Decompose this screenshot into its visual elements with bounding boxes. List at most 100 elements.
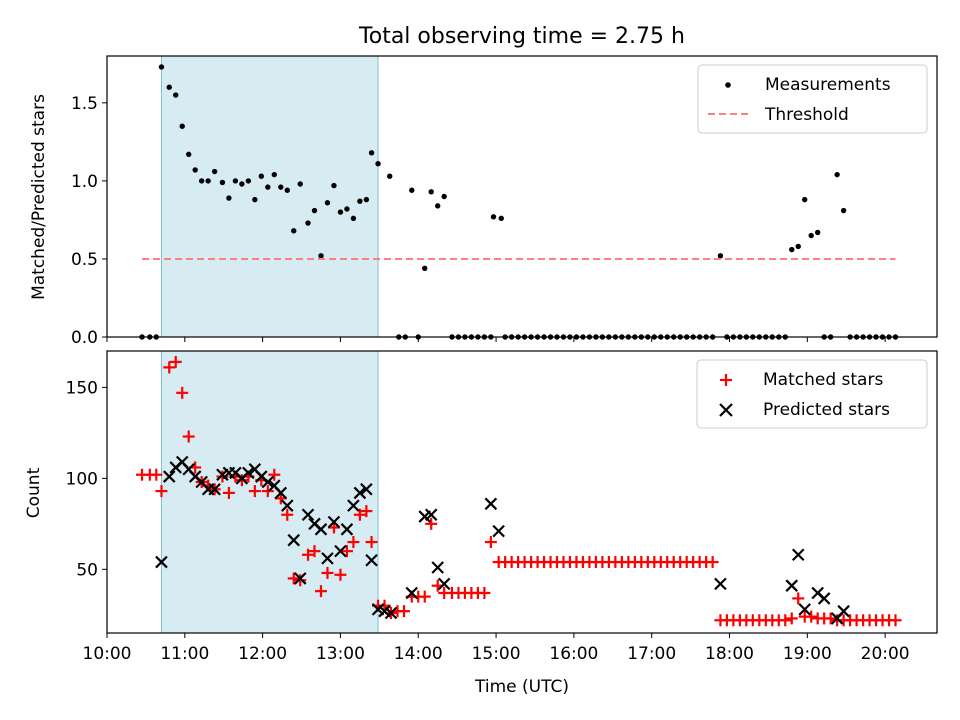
bot-predicted-stars-point <box>360 482 373 496</box>
bot-predicted-stars-point-b <box>785 579 799 592</box>
top-measurements-point <box>305 220 311 226</box>
top-measurements-point <box>179 123 185 129</box>
bot-predicted-stars-point-b <box>371 603 385 616</box>
bot-predicted-stars-point <box>365 553 378 567</box>
bot-predicted-stars-point-b <box>242 466 255 480</box>
bot-predicted-stars-point <box>437 577 451 591</box>
bot-predicted-stars-point-b <box>188 470 202 483</box>
bot-x-tick-label: 10:00 <box>83 644 132 664</box>
top-measurements-point <box>245 178 252 184</box>
top-measurements-point <box>350 215 357 222</box>
bot-predicted-stars-point-b <box>817 592 831 605</box>
bot-predicted-stars-point <box>384 606 398 620</box>
top-measurements-point <box>198 178 205 184</box>
top-axes: 0.0 0.5 1.0 1.5 <box>71 94 886 348</box>
bot-predicted-stars-point-b <box>347 499 360 512</box>
top-measurements-point <box>802 196 808 203</box>
top-legend: Measurements Threshold <box>697 64 928 134</box>
bot-matched-stars-point <box>889 614 902 627</box>
bot-matched-stars-point <box>169 355 182 368</box>
bot-predicted-stars-point-b <box>274 486 288 500</box>
top-measurements-point <box>173 92 179 98</box>
top-legend-box <box>697 64 928 134</box>
bottom-legend: Matched stars Predicted stars <box>696 359 928 429</box>
bot-predicted-stars-point <box>347 499 360 512</box>
top-measurements-point <box>226 195 232 201</box>
bot-predicted-stars-point-b <box>360 482 373 496</box>
bot-matched-stars-point <box>365 536 378 549</box>
bot-predicted-stars-point <box>287 533 301 547</box>
bot-predicted-stars-point-b <box>714 577 727 591</box>
bot-predicted-stars-point <box>162 470 176 483</box>
bot-predicted-stars-point-b <box>175 455 189 469</box>
top-measurements-point <box>284 187 290 193</box>
bot-predicted-stars-point <box>405 586 419 600</box>
bottom-data-layer <box>136 355 902 627</box>
bot-predicted-stars-point <box>274 486 288 500</box>
bot-x-tick-label: 20:00 <box>861 644 910 664</box>
bot-predicted-stars-point <box>293 572 307 585</box>
top-measurements-point <box>265 184 271 190</box>
top-measurements-point <box>344 206 350 212</box>
bot-matched-stars-point <box>484 536 497 549</box>
top-chart-title: Total observing time = 2.75 h <box>358 24 685 49</box>
top-measurements-point <box>795 243 801 250</box>
top-measurements-point <box>252 196 258 203</box>
bot-predicted-stars-point <box>785 579 799 592</box>
bot-predicted-stars-point-b <box>261 475 275 489</box>
bottom-plot-frame <box>106 350 938 634</box>
bot-x-tick-label: 13:00 <box>316 644 365 664</box>
top-measurements-point <box>357 198 363 204</box>
bot-matched-stars-point <box>792 592 805 605</box>
top-measurements-point <box>166 84 172 90</box>
bottom-y-axis-label: Count <box>24 467 44 518</box>
bot-y-tick-label: 50 <box>76 560 98 580</box>
top-measurements-point <box>331 182 337 189</box>
bot-x-tick-label: 12:00 <box>238 644 287 664</box>
top-measurements-point <box>840 207 847 214</box>
bot-x-tick-label: 18:00 <box>705 644 754 664</box>
bot-predicted-stars-point-b <box>378 604 391 618</box>
bot-x-tick-label: 19:00 <box>783 644 832 664</box>
top-measurements-point <box>192 167 198 173</box>
bot-predicted-stars-point <box>334 544 347 558</box>
bot-predicted-stars-point-b <box>155 555 168 569</box>
bot-matched-stars-point <box>235 474 248 487</box>
bot-predicted-stars-point-b <box>811 586 824 600</box>
bot-matched-stars-point <box>397 605 410 618</box>
top-measurements-point <box>490 214 497 220</box>
bot-predicted-stars-point <box>208 482 221 496</box>
bot-predicted-stars-point <box>155 555 168 569</box>
top-measurements-point <box>324 200 331 206</box>
bot-predicted-stars-point <box>492 524 505 538</box>
bot-predicted-stars-point-b <box>255 470 268 483</box>
bot-predicted-stars-point-b <box>208 482 221 496</box>
top-y-tick-label: 1.5 <box>71 94 98 114</box>
bot-predicted-stars-point-b <box>365 553 378 567</box>
bot-predicted-stars-point-b <box>229 466 242 480</box>
bot-matched-stars-point <box>261 485 274 498</box>
bot-matched-stars-point <box>155 485 168 498</box>
bot-predicted-stars-point-b <box>280 499 294 512</box>
top-y-tick-label: 1.0 <box>71 172 98 192</box>
top-measurements-point <box>834 171 840 178</box>
legend-measurements-label: Measurements <box>765 75 891 95</box>
bot-matched-stars-point <box>360 505 373 518</box>
bot-predicted-stars-point <box>301 508 315 522</box>
bot-predicted-stars-point-b <box>798 603 811 616</box>
bot-predicted-stars-point-b <box>287 533 301 547</box>
bot-predicted-stars-point-b <box>321 552 334 565</box>
legend-measurements-marker <box>725 82 731 88</box>
legend-matched-label: Matched stars <box>763 370 883 390</box>
bot-matched-stars-point <box>779 614 792 627</box>
bot-predicted-stars-point-b <box>334 544 347 558</box>
bot-predicted-stars-point-b <box>431 561 444 574</box>
bot-y-tick-label: 150 <box>66 378 98 398</box>
bot-predicted-stars-point <box>798 603 811 616</box>
bot-predicted-stars-point-b <box>791 548 805 562</box>
top-measurements-point <box>814 229 821 236</box>
bot-predicted-stars-point <box>484 497 498 511</box>
bot-predicted-stars-point-b <box>424 508 438 522</box>
top-measurements-point <box>278 184 284 190</box>
bottom-axes: 10:00 11:00 12:00 13:00 14:00 15:00 16:00 17:00… <box>66 378 910 664</box>
